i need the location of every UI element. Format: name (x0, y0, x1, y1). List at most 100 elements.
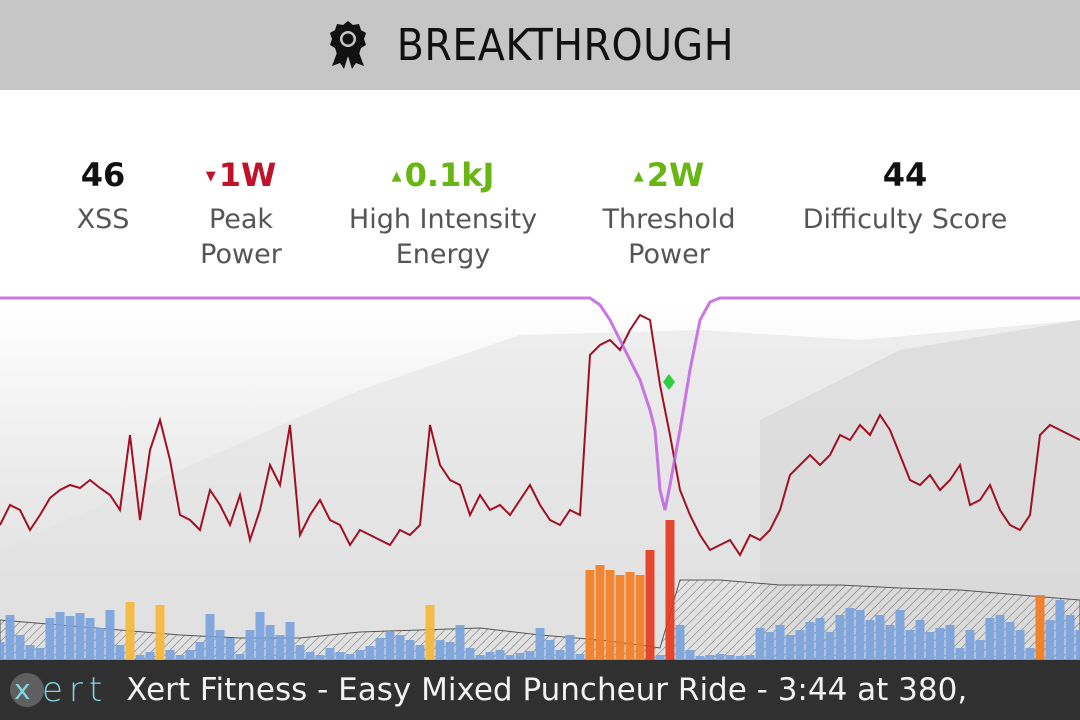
power-bar (665, 520, 675, 660)
power-bar (55, 612, 65, 660)
power-bar (955, 648, 965, 660)
power-bar (625, 572, 635, 660)
power-bar (35, 648, 45, 660)
stat-threshold-power: ▲2W Threshold Power (586, 156, 752, 272)
power-bar (0, 642, 5, 660)
power-bar (845, 608, 855, 660)
power-bar (895, 610, 905, 660)
power-bar (365, 646, 375, 660)
power-bar (935, 628, 945, 660)
power-bar (695, 656, 705, 660)
banner: BREAKTHROUGH (0, 0, 1080, 90)
power-bar (865, 620, 875, 660)
stat-label-line: Power (628, 239, 710, 270)
power-bar (15, 635, 25, 660)
power-bar (555, 650, 565, 660)
background-hill (760, 320, 1080, 660)
power-bar (815, 618, 825, 660)
stat-label: Difficulty Score (802, 204, 1008, 235)
power-bar (985, 618, 995, 660)
stat-peak-power: ▼1W Peak Power (172, 156, 310, 272)
stat-value-text: 0.1kJ (404, 156, 495, 194)
power-bar (855, 610, 865, 660)
power-bar (265, 625, 275, 660)
power-bar (835, 615, 845, 660)
power-bar (505, 655, 515, 660)
power-bar (705, 655, 715, 660)
stat-value: 44 (882, 156, 928, 194)
power-bar (1035, 595, 1045, 660)
power-bar (215, 630, 225, 660)
banner-title: BREAKTHROUGH (396, 19, 734, 71)
stat-value-text: 1W (218, 156, 277, 194)
power-bar (645, 550, 655, 660)
power-bar (925, 632, 935, 660)
power-bar (805, 622, 815, 660)
power-bar (1075, 630, 1080, 660)
power-bar (565, 635, 575, 660)
stat-xss: 46 XSS (44, 156, 162, 237)
power-bar (535, 628, 545, 660)
logo-mark: x (10, 673, 44, 707)
trend-up-icon: ▲ (391, 169, 402, 184)
power-bar (525, 651, 535, 660)
xert-logo: x ert (10, 670, 108, 710)
power-bar (775, 625, 785, 660)
power-bar (285, 622, 295, 660)
trend-down-icon: ▼ (205, 169, 216, 184)
power-bar (225, 638, 235, 660)
stat-label: High Intensity Energy (336, 202, 550, 272)
mpa-line (0, 313, 1080, 557)
power-bar (1055, 600, 1065, 660)
power-bar (195, 642, 205, 660)
power-bar (115, 645, 125, 660)
stat-difficulty-score: 44 Difficulty Score (790, 156, 1020, 237)
breakthrough-marker (663, 374, 675, 390)
power-bar (185, 650, 195, 660)
power-bar (615, 575, 625, 660)
stat-label-line: Power (200, 239, 282, 270)
power-bar (605, 570, 615, 660)
power-bar (305, 652, 315, 660)
power-bar (515, 653, 525, 660)
stat-label-line: High Intensity (348, 204, 538, 235)
power-bar (435, 640, 445, 660)
power-bar (165, 650, 175, 660)
power-bar (745, 655, 755, 660)
power-bar (255, 612, 265, 660)
power-bar (445, 642, 455, 660)
power-bar (475, 655, 485, 660)
power-bar (465, 648, 475, 660)
stat-value: ▲2W (586, 156, 752, 194)
stat-value: 46 (80, 156, 126, 194)
power-bar (405, 640, 415, 660)
power-bar (995, 615, 1005, 660)
power-bar (75, 613, 85, 660)
ticker-bar: x ert Xert Fitness - Easy Mixed Puncheur… (0, 660, 1080, 720)
power-bar (965, 630, 975, 660)
power-bar (85, 618, 95, 660)
power-bar (335, 652, 345, 660)
power-bar (885, 625, 895, 660)
power-bar (95, 628, 105, 660)
power-bar (875, 615, 885, 660)
stat-high-intensity-energy: ▲0.1kJ High Intensity Energy (336, 156, 550, 272)
logo-mark-letter: x (14, 673, 31, 706)
power-bar (485, 652, 495, 660)
power-bar (1045, 620, 1055, 660)
power-bar (105, 610, 115, 660)
power-bar (945, 625, 955, 660)
power-bar (1005, 622, 1015, 660)
power-bar (635, 575, 645, 660)
power-bar (725, 655, 735, 660)
ticker-text: Xert Fitness - Easy Mixed Puncheur Ride … (126, 672, 968, 708)
power-bar (735, 656, 745, 660)
power-bar (175, 655, 185, 660)
power-bar (295, 645, 305, 660)
power-bar (905, 630, 915, 660)
power-bar (755, 628, 765, 660)
power-bar (795, 630, 805, 660)
stat-value-text: 2W (646, 156, 705, 194)
ride-chart-area: 46 XSS ▼1W Peak Power ▲0.1kJ High Intensi… (0, 90, 1080, 660)
fatigue-line (0, 296, 1080, 511)
